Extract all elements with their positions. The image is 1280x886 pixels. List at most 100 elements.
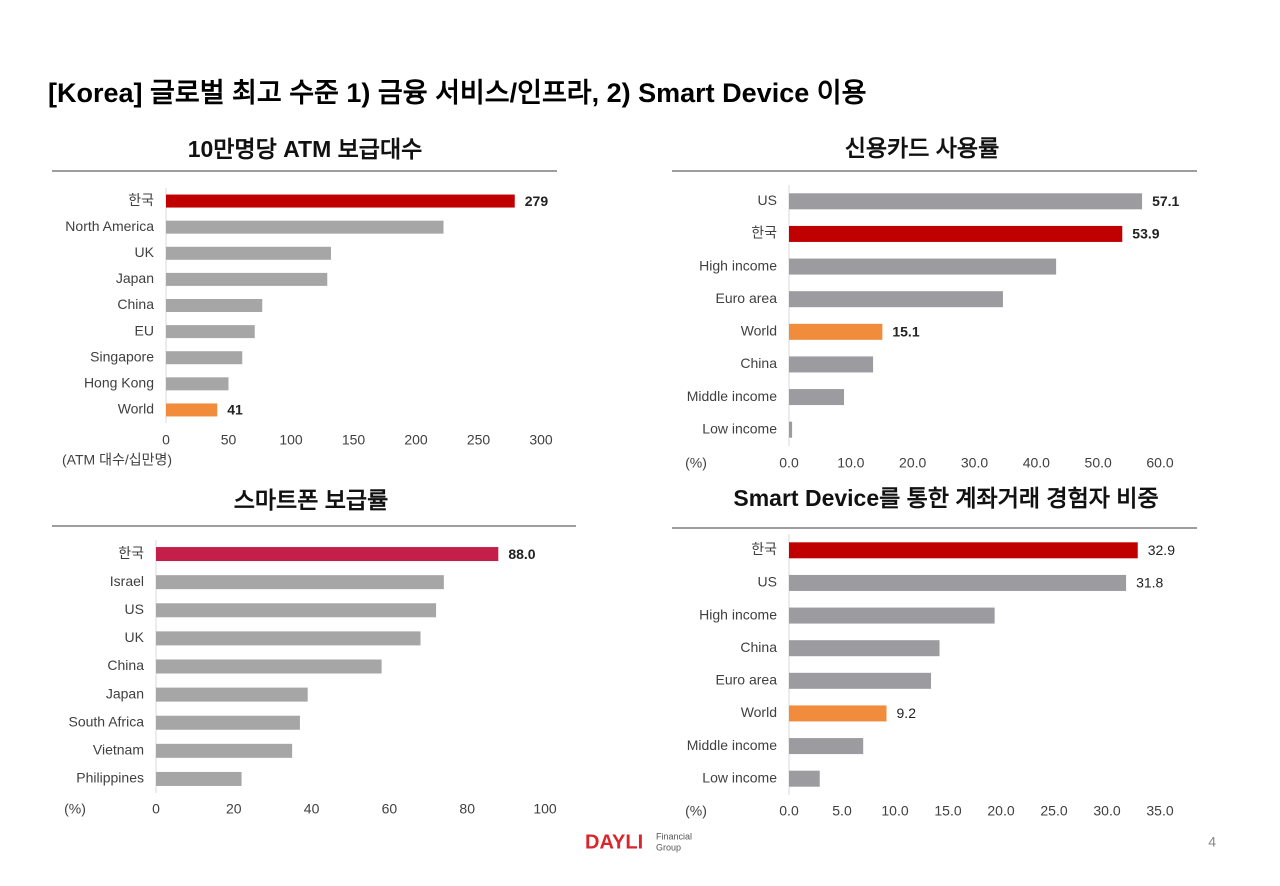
- bar: [166, 403, 218, 417]
- category-label: Singapore: [90, 348, 154, 364]
- axis-label: (%): [685, 803, 707, 819]
- category-label: EU: [135, 322, 154, 338]
- chart-title: 스마트폰 보급률: [234, 487, 389, 513]
- logo-sub: Financial: [656, 831, 692, 841]
- category-label: US: [125, 601, 144, 617]
- bar: [156, 547, 499, 562]
- logo-sub: Group: [656, 842, 681, 852]
- bar: [156, 771, 242, 786]
- x-tick-label: 0.0: [779, 455, 799, 471]
- bar: [789, 193, 1143, 210]
- category-label: UK: [125, 629, 145, 645]
- bar: [789, 672, 932, 689]
- category-label: High income: [699, 606, 777, 622]
- category-label: Middle income: [687, 388, 777, 404]
- bar: [166, 299, 263, 312]
- category-label: Vietnam: [93, 742, 144, 758]
- category-label: Middle income: [687, 737, 777, 753]
- category-label: Israel: [110, 573, 144, 589]
- bar: [789, 705, 887, 722]
- bar: [789, 574, 1127, 591]
- category-label: Low income: [702, 420, 777, 436]
- chart-title: 10만명당 ATM 보급대수: [188, 136, 423, 162]
- category-label: Euro area: [716, 672, 778, 688]
- x-tick-label: 150: [342, 432, 366, 448]
- axis-label: (%): [64, 801, 86, 817]
- bar: [789, 738, 864, 755]
- x-tick-label: 30.0: [1093, 803, 1120, 819]
- bar: [156, 631, 421, 646]
- x-tick-label: 15.0: [934, 803, 961, 819]
- category-label: World: [741, 323, 777, 339]
- category-label: Japan: [116, 270, 154, 286]
- bar: [166, 220, 444, 234]
- category-label: Low income: [702, 769, 777, 785]
- bar: [789, 542, 1138, 559]
- bar: [156, 575, 444, 590]
- bar: [156, 603, 437, 618]
- x-tick-label: 5.0: [832, 803, 852, 819]
- x-tick-label: 250: [467, 432, 491, 448]
- bar: [156, 659, 382, 674]
- x-tick-label: 25.0: [1040, 803, 1067, 819]
- logo: DAYLI: [585, 831, 643, 853]
- x-tick-label: 300: [529, 432, 553, 448]
- category-label: US: [758, 574, 777, 590]
- bar: [789, 607, 995, 624]
- bar: [166, 194, 515, 208]
- x-tick-label: 60.0: [1146, 455, 1173, 471]
- bar: [166, 246, 331, 260]
- bar: [789, 640, 940, 657]
- bar: [789, 258, 1057, 275]
- bar: [156, 743, 293, 758]
- category-label: Hong Kong: [84, 375, 154, 391]
- category-label: South Africa: [69, 713, 145, 729]
- x-tick-label: 10.0: [837, 455, 864, 471]
- category-label: North America: [65, 218, 154, 234]
- x-tick-label: 40.0: [1023, 455, 1050, 471]
- slide-title: [Korea] 글로벌 최고 수준 1) 금융 서비스/인프라, 2) Smar…: [48, 78, 866, 108]
- x-tick-label: 80: [459, 801, 475, 817]
- data-label: 32.9: [1148, 542, 1175, 558]
- x-tick-label: 0: [162, 432, 170, 448]
- category-label: 한국: [118, 545, 144, 561]
- bar: [156, 687, 308, 702]
- data-label: 53.9: [1132, 226, 1159, 242]
- bar: [789, 356, 874, 373]
- data-label: 31.8: [1136, 575, 1163, 591]
- category-label: China: [107, 657, 144, 673]
- x-tick-label: 0: [152, 801, 160, 817]
- x-tick-label: 100: [279, 432, 303, 448]
- category-label: China: [740, 639, 777, 655]
- axis-label: (%): [685, 455, 707, 471]
- data-label: 57.1: [1152, 193, 1179, 209]
- bar: [166, 377, 229, 391]
- category-label: High income: [699, 257, 777, 273]
- chart-title: Smart Device를 통한 계좌거래 경험자 비중: [733, 485, 1158, 511]
- x-tick-label: 30.0: [961, 455, 988, 471]
- category-label: UK: [135, 244, 155, 260]
- category-label: Philippines: [76, 770, 144, 786]
- x-tick-label: 200: [404, 432, 428, 448]
- bar: [166, 351, 243, 365]
- x-tick-label: 40: [304, 801, 320, 817]
- x-tick-label: 50.0: [1085, 455, 1112, 471]
- x-tick-label: 20.0: [899, 455, 926, 471]
- category-label: US: [758, 192, 777, 208]
- bar: [789, 323, 883, 340]
- x-tick-label: 0.0: [779, 803, 799, 819]
- bar: [166, 325, 255, 339]
- category-label: China: [740, 355, 777, 371]
- category-label: China: [117, 296, 154, 312]
- x-tick-label: 35.0: [1146, 803, 1173, 819]
- x-tick-label: 20.0: [987, 803, 1014, 819]
- bar: [156, 715, 300, 730]
- category-label: Euro area: [716, 290, 778, 306]
- bar: [789, 291, 1003, 308]
- category-label: 한국: [128, 192, 154, 208]
- x-tick-label: 60: [382, 801, 398, 817]
- x-tick-label: 20: [226, 801, 242, 817]
- page-number: 4: [1208, 834, 1216, 850]
- bar: [789, 225, 1123, 242]
